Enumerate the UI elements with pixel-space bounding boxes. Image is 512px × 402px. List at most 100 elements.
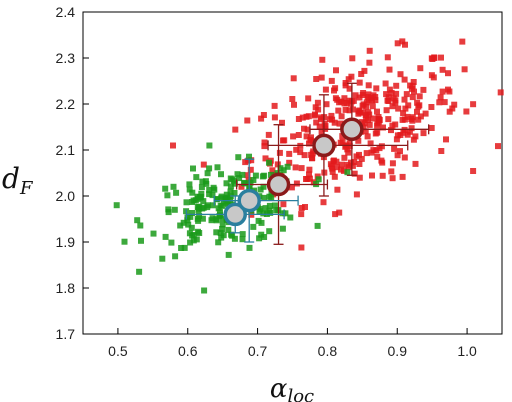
data-point-1: [268, 194, 275, 201]
data-point-1: [183, 199, 190, 206]
data-point-0: [365, 82, 372, 89]
data-point-1: [219, 215, 226, 222]
data-point-1: [218, 195, 225, 202]
data-point-0: [338, 113, 345, 120]
data-point-0: [438, 148, 445, 154]
data-point-1: [165, 206, 172, 213]
x-axis-title-sub: loc: [287, 386, 314, 402]
data-point-0: [399, 173, 406, 180]
data-point-1: [214, 164, 221, 171]
data-point-0: [340, 167, 347, 174]
data-point-0: [312, 104, 319, 111]
data-point-1: [225, 226, 232, 233]
data-point-0: [356, 79, 363, 86]
data-point-1: [187, 213, 194, 220]
plot-frame: [82, 11, 503, 335]
data-point-0: [393, 136, 400, 143]
data-point-1: [194, 195, 201, 202]
data-point-0: [318, 74, 325, 81]
data-point-0: [265, 131, 272, 138]
data-point-0: [351, 170, 358, 177]
data-point-0: [439, 88, 446, 95]
data-point-1: [218, 234, 225, 241]
data-point-0: [360, 90, 367, 96]
data-point-1: [159, 255, 166, 262]
data-point-0: [345, 76, 352, 83]
data-point-0: [298, 244, 305, 251]
data-point-0: [328, 112, 335, 119]
data-point-1: [250, 223, 257, 230]
data-point-0: [309, 150, 316, 157]
mean-marker-0-2: [309, 82, 430, 176]
mean-marker-1-0: [185, 195, 285, 234]
data-point-1: [280, 167, 287, 174]
data-point-0: [295, 132, 302, 138]
data-point-0: [292, 164, 299, 171]
data-point-0: [408, 85, 415, 92]
data-point-0: [302, 204, 308, 210]
data-point-0: [353, 191, 360, 198]
data-point-1: [228, 231, 235, 238]
data-point-0: [463, 108, 470, 115]
data-point-0: [392, 99, 399, 106]
data-point-0: [384, 54, 391, 61]
data-point-0: [304, 126, 311, 133]
data-point-1: [239, 231, 246, 238]
data-point-0: [397, 71, 404, 78]
data-point-0: [420, 130, 427, 137]
x-tick-label: 0.7: [248, 343, 268, 359]
x-tick-label: 0.9: [388, 343, 408, 359]
data-point-0: [361, 67, 368, 74]
data-point-1: [113, 202, 120, 209]
data-point-0: [410, 79, 417, 85]
data-point-0: [389, 122, 396, 129]
data-point-1: [213, 216, 220, 223]
data-point-0: [348, 159, 354, 166]
data-point-0: [298, 165, 305, 172]
data-point-1: [168, 239, 175, 246]
data-point-0: [446, 108, 453, 115]
data-point-0: [232, 126, 239, 133]
data-point-1: [227, 196, 233, 203]
data-point-0: [403, 91, 410, 98]
y-tick-label: 2.0: [56, 188, 76, 204]
data-point-0: [388, 168, 395, 175]
data-point-0: [428, 55, 435, 62]
data-point-0: [344, 161, 351, 168]
data-point-0: [279, 119, 285, 126]
data-point-0: [346, 143, 353, 150]
y-tick-label: 2.4: [56, 4, 76, 20]
data-point-1: [196, 212, 203, 219]
data-point-0: [332, 85, 339, 92]
y-tick-label: 1.7: [56, 326, 76, 342]
data-point-0: [298, 205, 305, 211]
data-point-0: [385, 94, 392, 101]
data-point-0: [410, 136, 417, 143]
data-point-0: [311, 112, 318, 119]
data-point-0: [397, 148, 403, 155]
data-point-1: [239, 236, 246, 243]
data-point-1: [185, 221, 192, 228]
data-point-0: [382, 80, 389, 87]
data-point-1: [266, 202, 273, 209]
data-point-1: [187, 239, 194, 246]
data-point-1: [279, 210, 286, 217]
data-point-0: [416, 93, 423, 100]
data-point-1: [186, 186, 193, 193]
data-point-0: [330, 157, 337, 164]
data-point-0: [335, 107, 342, 114]
data-point-0: [367, 140, 374, 147]
data-point-0: [318, 128, 325, 135]
data-point-1: [235, 154, 242, 161]
data-point-0: [355, 137, 362, 144]
data-point-0: [347, 100, 354, 107]
data-point-0: [276, 149, 283, 156]
data-point-1: [190, 165, 196, 172]
data-point-0: [437, 94, 444, 101]
data-point-0: [391, 145, 398, 152]
data-point-0: [274, 161, 281, 168]
data-point-0: [386, 86, 393, 93]
x-tick-label: 0.6: [178, 343, 198, 359]
data-point-1: [219, 221, 226, 228]
